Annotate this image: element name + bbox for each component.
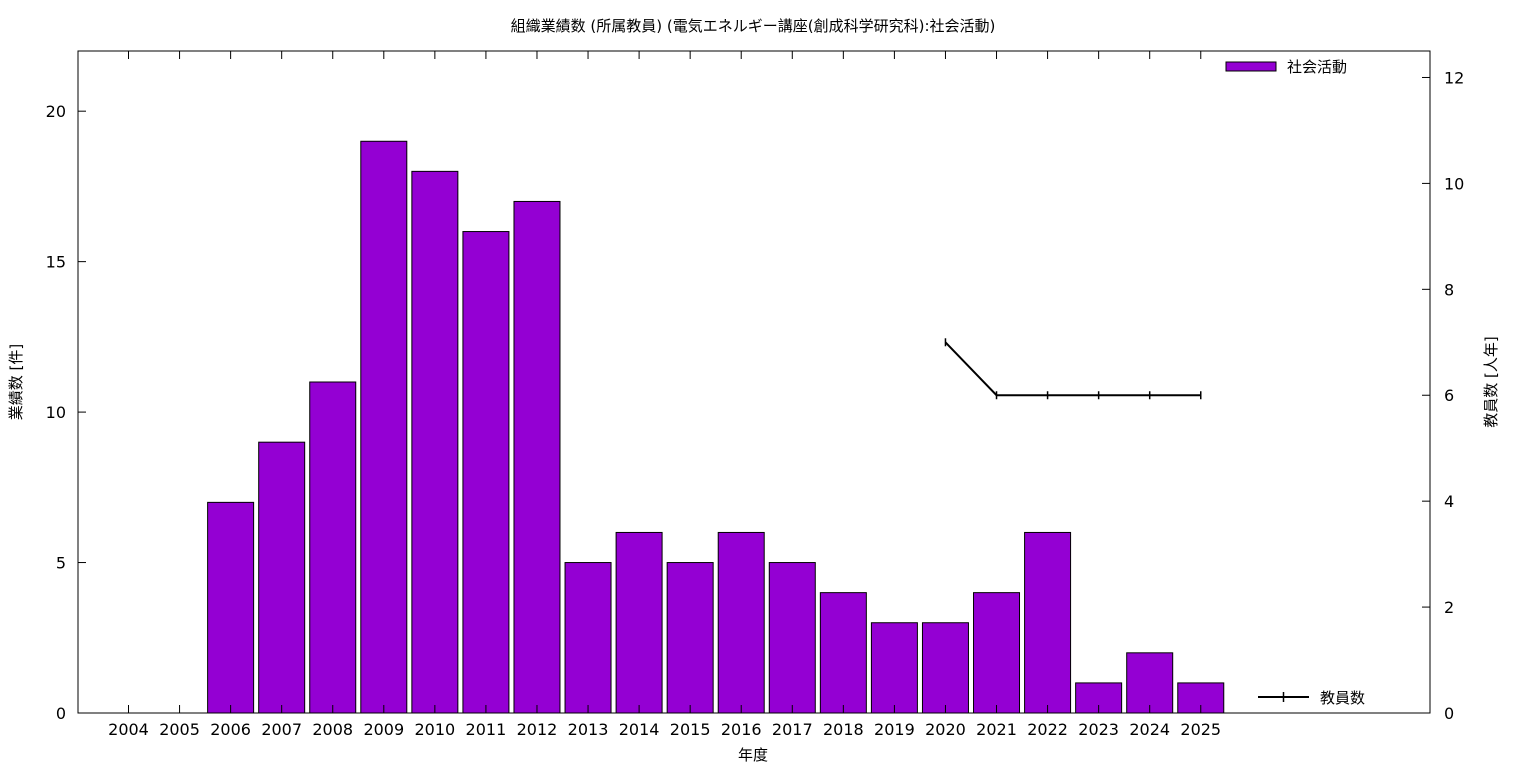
x-tick-label: 2011	[466, 720, 507, 739]
y2-axis-label: 教員数 [人年]	[1482, 336, 1500, 427]
bar	[360, 140, 408, 714]
bar	[717, 531, 765, 714]
y2-tick-label: 6	[1444, 386, 1454, 405]
bar	[513, 200, 561, 714]
chart-title: 組織業績数 (所属教員) (電気エネルギー講座(創成科学研究科):社会活動)	[511, 17, 996, 35]
y2-tick-label: 0	[1444, 704, 1454, 723]
x-tick-label: 2024	[1129, 720, 1170, 739]
x-tick-label: 2015	[670, 720, 711, 739]
x-tick-label: 2007	[261, 720, 302, 739]
x-tick-label: 2022	[1027, 720, 1068, 739]
ticks-group: 0 5 10 15 20 0 2 4 6 8 10 12 2004 2005 2006 2007 2008 200…	[46, 51, 1464, 739]
x-tick-label: 2017	[772, 720, 813, 739]
x-tick-label: 2010	[415, 720, 456, 739]
legend-line-label: 教員数	[1320, 689, 1365, 707]
bars-group	[207, 140, 1225, 714]
bar	[207, 501, 255, 714]
x-tick-label: 2016	[721, 720, 762, 739]
x-tick-label: 2013	[568, 720, 609, 739]
y2-tick-label: 10	[1444, 174, 1464, 193]
x-tick-label: 2018	[823, 720, 864, 739]
bar	[411, 170, 459, 714]
y-tick-label: 5	[56, 554, 66, 573]
legend-bar-label: 社会活動	[1287, 58, 1347, 76]
y2-tick-label: 2	[1444, 598, 1454, 617]
x-axis-label: 年度	[738, 746, 768, 764]
y-tick-label: 0	[56, 704, 66, 723]
x-tick-label: 2025	[1180, 720, 1221, 739]
x-tick-label: 2004	[108, 720, 149, 739]
x-tick-label: 2008	[312, 720, 353, 739]
bar	[462, 231, 510, 714]
x-tick-label: 2021	[976, 720, 1017, 739]
bar	[973, 592, 1021, 714]
y2-tick-label: 8	[1444, 280, 1454, 299]
legend-bar: 社会活動	[1225, 58, 1347, 76]
x-tick-label: 2006	[210, 720, 251, 739]
legend-line: 教員数	[1258, 689, 1365, 707]
plot-frame	[77, 50, 1431, 714]
y2-tick-label: 4	[1444, 492, 1454, 511]
y-tick-label: 15	[46, 253, 66, 272]
bar	[309, 381, 357, 714]
y-tick-label: 10	[46, 403, 66, 422]
line-group	[944, 338, 1202, 400]
legend-bar-swatch	[1225, 61, 1277, 72]
bar	[258, 441, 306, 714]
bar	[564, 562, 612, 714]
x-tick-label: 2009	[363, 720, 404, 739]
x-tick-label: 2020	[925, 720, 966, 739]
bar	[666, 562, 714, 714]
bar	[615, 531, 663, 714]
y2-tick-label: 12	[1444, 68, 1464, 87]
x-tick-label: 2012	[517, 720, 558, 739]
teacher-count-line	[944, 341, 1201, 397]
x-tick-label: 2005	[159, 720, 200, 739]
bar	[819, 592, 867, 714]
x-tick-label: 2023	[1078, 720, 1119, 739]
bar	[768, 562, 816, 714]
x-tick-label: 2014	[619, 720, 660, 739]
bar	[870, 622, 918, 714]
bar	[1024, 531, 1072, 714]
y-tick-label: 20	[46, 102, 66, 121]
bar	[1126, 652, 1174, 714]
y-axis-label: 業績数 [件]	[7, 344, 25, 420]
x-tick-label: 2019	[874, 720, 915, 739]
bar	[921, 622, 969, 714]
